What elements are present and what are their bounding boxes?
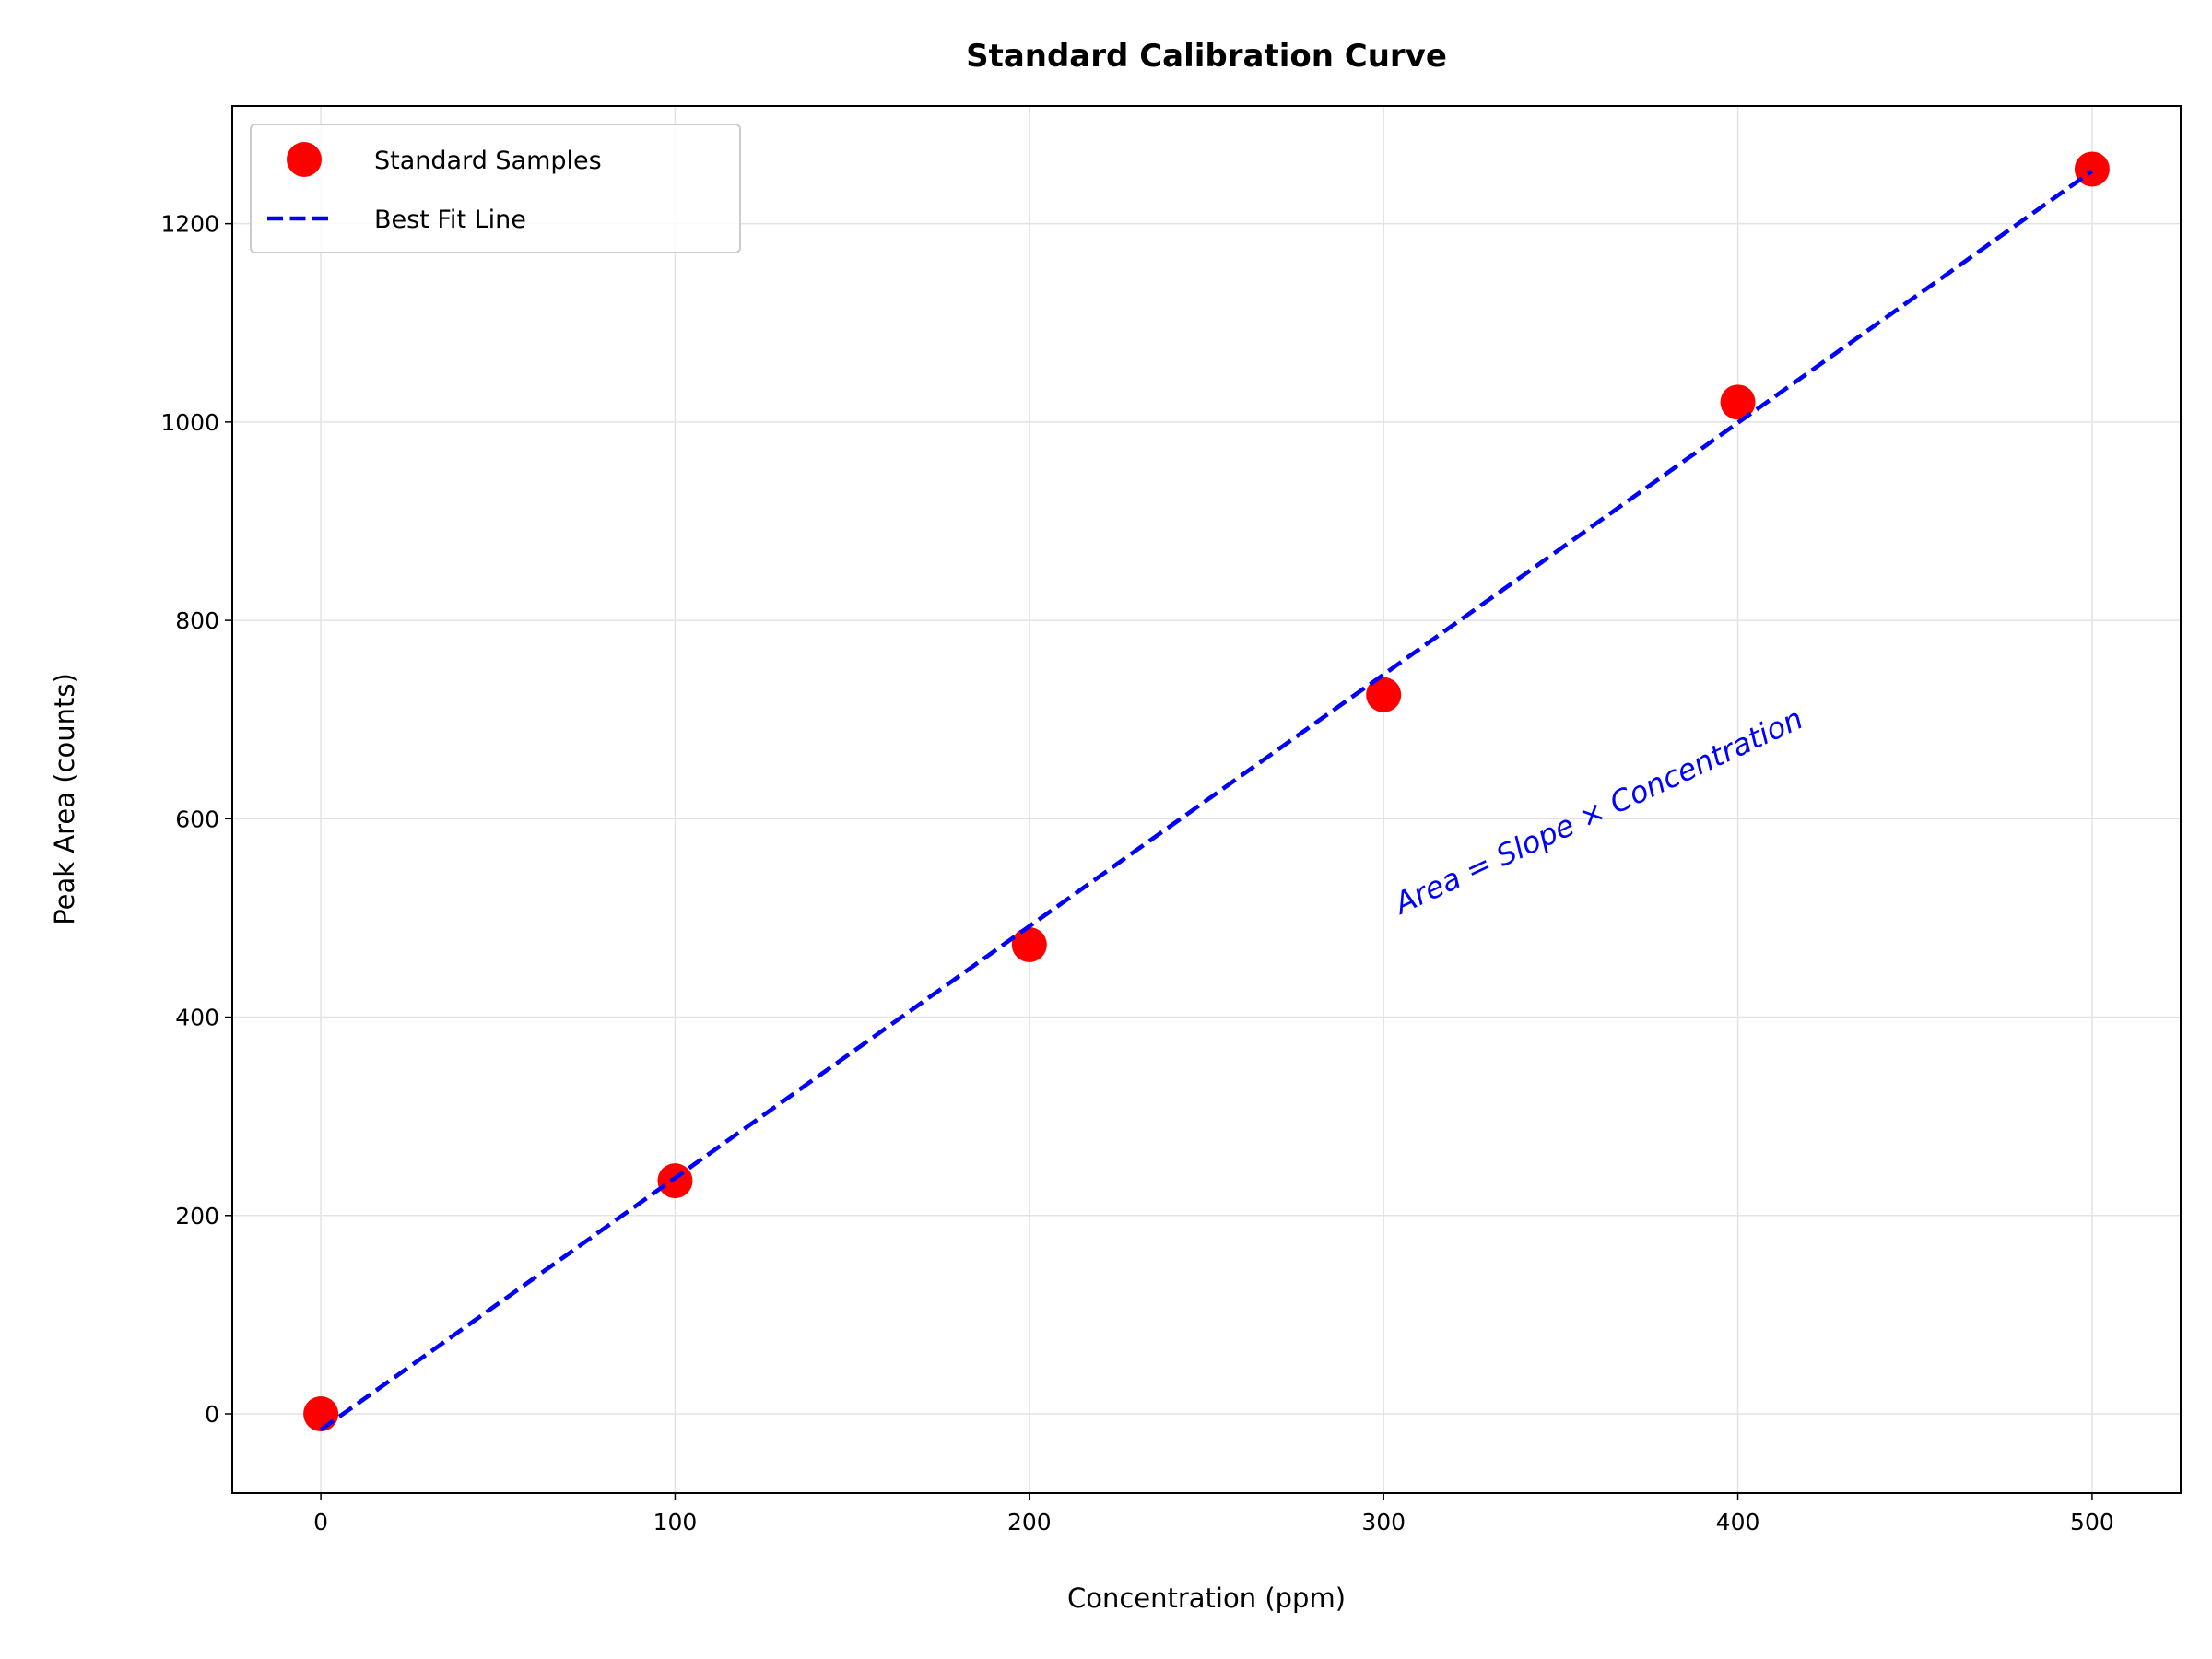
x-tick-label: 500 bbox=[2070, 1509, 2114, 1535]
x-tick-label: 200 bbox=[1007, 1509, 1052, 1535]
data-point bbox=[657, 1163, 693, 1199]
legend-marker bbox=[287, 142, 322, 177]
legend-box bbox=[250, 124, 741, 253]
fit-line bbox=[319, 169, 2094, 1432]
x-tick-label: 300 bbox=[1361, 1509, 1406, 1535]
data-point bbox=[1720, 384, 1756, 420]
x-tick-label: 0 bbox=[313, 1509, 328, 1535]
y-tick-label: 400 bbox=[175, 1005, 219, 1031]
x-tick-label: 100 bbox=[653, 1509, 698, 1535]
data-point bbox=[1011, 926, 1047, 962]
y-tick-label: 0 bbox=[205, 1401, 219, 1428]
x-tick-label: 400 bbox=[1716, 1509, 1760, 1535]
y-tick-label: 800 bbox=[175, 607, 219, 634]
legend-label: Best Fit Line bbox=[374, 206, 526, 234]
y-axis-label: Peak Area (counts) bbox=[49, 673, 80, 925]
data-point bbox=[2074, 151, 2110, 187]
plot-frame bbox=[231, 105, 2182, 1494]
x-axis-label: Concentration (ppm) bbox=[1067, 1583, 1346, 1614]
y-tick-label: 1000 bbox=[160, 409, 219, 436]
y-tick-label: 200 bbox=[175, 1203, 219, 1230]
legend-label: Standard Samples bbox=[374, 147, 602, 175]
y-tick-label: 600 bbox=[175, 806, 219, 832]
legend: Standard Samples Best Fit Line bbox=[250, 124, 741, 253]
data-point bbox=[303, 1396, 339, 1432]
y-tick-label: 1200 bbox=[160, 211, 219, 238]
data-point bbox=[1366, 677, 1402, 712]
chart-title: Standard Calibration Curve bbox=[966, 38, 1447, 75]
